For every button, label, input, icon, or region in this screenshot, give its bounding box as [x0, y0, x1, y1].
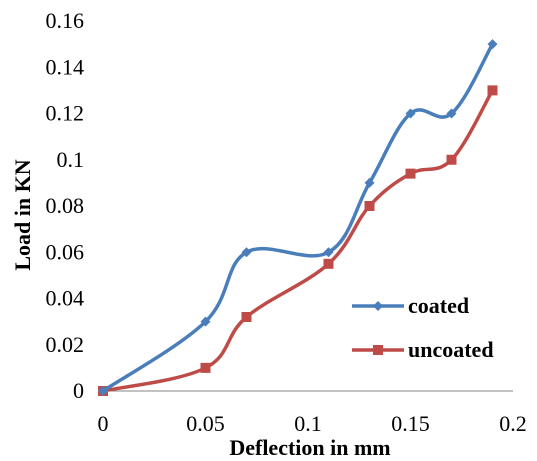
x-tick-label: 0.05	[186, 411, 225, 436]
y-tick-label: 0.1	[57, 147, 85, 172]
y-axis-title: Load in KN	[10, 159, 35, 270]
x-axis-title: Deflection in mm	[229, 435, 390, 460]
x-axis-ticks: 0 0.05 0.1 0.15 0.2	[98, 411, 527, 436]
y-tick-label: 0.02	[46, 332, 85, 357]
x-tick-label: 0.1	[294, 411, 322, 436]
data-point-uncoated	[405, 168, 416, 179]
legend: coated uncoated	[352, 293, 494, 362]
y-axis-ticks: 0 0.02 0.04 0.06 0.08 0.1 0.12 0.14 0.16	[46, 8, 85, 403]
data-point-uncoated	[323, 258, 334, 269]
data-point-uncoated	[241, 312, 252, 322]
data-point-coated	[98, 386, 108, 396]
data-point-coated	[373, 301, 383, 311]
x-tick-label: 0.2	[499, 411, 527, 436]
data-point-uncoated	[446, 154, 457, 165]
data-point-coated	[364, 177, 375, 188]
y-tick-label: 0.16	[46, 8, 85, 33]
data-point-coated	[446, 108, 457, 119]
legend-label: uncoated	[408, 337, 494, 362]
y-tick-label: 0.06	[46, 239, 85, 264]
data-point-coated	[241, 247, 252, 258]
data-point-coated	[487, 39, 498, 50]
data-point-uncoated	[487, 85, 498, 96]
y-tick-label: 0.12	[46, 101, 85, 126]
y-tick-label: 0.14	[46, 54, 85, 79]
legend-label: coated	[408, 293, 469, 318]
data-point-uncoated	[200, 362, 211, 373]
x-tick-label: 0	[98, 411, 109, 436]
series-coated	[98, 39, 498, 396]
legend-item-uncoated: uncoated	[352, 337, 494, 362]
series-layer	[98, 39, 498, 396]
y-tick-label: 0.04	[46, 286, 85, 311]
data-point-coated	[200, 316, 211, 327]
data-point-coated	[323, 247, 334, 258]
y-tick-label: 0	[73, 378, 84, 403]
data-point-uncoated	[364, 201, 375, 211]
data-point-uncoated	[373, 345, 383, 355]
y-tick-label: 0.08	[46, 193, 85, 218]
x-tick-label: 0.15	[391, 411, 430, 436]
legend-item-coated: coated	[352, 293, 469, 318]
data-point-coated	[405, 108, 416, 119]
